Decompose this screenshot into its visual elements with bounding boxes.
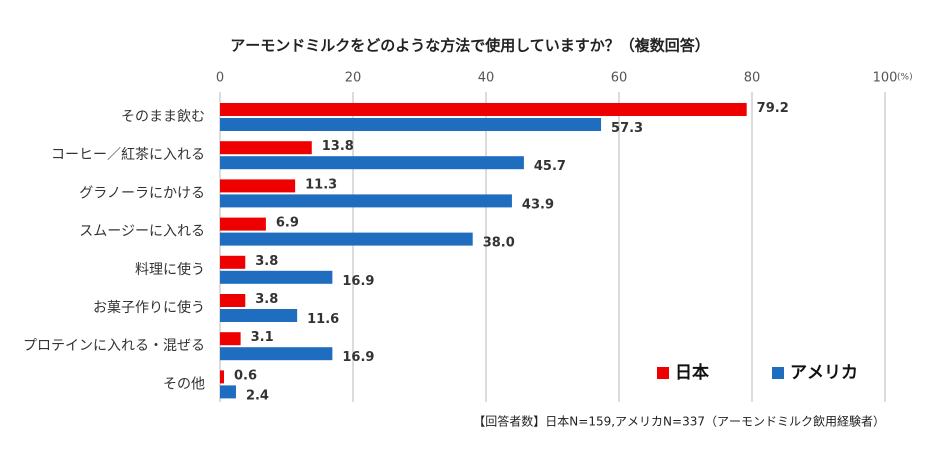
legend-swatch (772, 367, 784, 379)
bar (220, 141, 312, 155)
x-tick-label: 40 (478, 71, 495, 86)
bar (220, 309, 298, 322)
y-tick-label: コーヒー／紅茶に入れる (51, 147, 205, 163)
y-tick-label: グラノーラにかける (79, 185, 205, 201)
y-tick-label: スムージーに入れる (79, 224, 205, 240)
value-label: 79.2 (757, 101, 789, 116)
value-label: 43.9 (522, 197, 554, 212)
value-label: 13.8 (322, 139, 354, 154)
legend-label: アメリカ (790, 363, 858, 383)
bar (220, 232, 473, 246)
value-label: 38.0 (483, 236, 515, 251)
legend-label: 日本 (675, 362, 709, 383)
y-tick-label: そのまま飲む (121, 109, 205, 125)
x-unit: (%) (897, 73, 913, 83)
value-label: 6.9 (276, 216, 299, 231)
bar (220, 294, 246, 307)
x-tick-label: 20 (345, 71, 362, 86)
bar (220, 217, 266, 231)
value-label: 11.6 (307, 312, 339, 327)
value-label: 3.8 (255, 254, 278, 269)
y-tick-label: その他 (163, 376, 205, 392)
legend-swatch (657, 367, 669, 379)
value-label: 16.9 (342, 274, 374, 289)
bar (220, 194, 512, 208)
bar (220, 179, 296, 193)
bar (220, 255, 246, 269)
bar (220, 103, 747, 116)
value-label: 0.6 (234, 368, 257, 383)
bar (220, 385, 236, 399)
y-tick-label: 料理に使う (135, 261, 205, 278)
x-tick-label: 0 (216, 71, 224, 86)
bar (220, 118, 602, 131)
value-label: 57.3 (611, 121, 643, 136)
x-tick-label: 80 (744, 71, 761, 86)
chart-title: アーモンドミルクをどのような方法で使用していますか？（複数回答） (230, 37, 710, 55)
value-label: 45.7 (534, 159, 566, 174)
y-tick-label: プロテインに入れる・混ぜる (23, 338, 205, 354)
bar (220, 347, 333, 361)
footnote: 【回答者数】日本N=159,アメリカN=337（アーモンドミルク飲用経験者） (473, 414, 885, 429)
bar (220, 270, 333, 284)
x-tick-label: 60 (611, 71, 628, 86)
bar (220, 370, 224, 384)
x-tick-label: 100 (873, 71, 898, 86)
value-label: 2.4 (246, 388, 269, 403)
value-label: 3.8 (255, 292, 278, 307)
bar (220, 332, 241, 346)
bar (220, 156, 524, 170)
value-label: 16.9 (342, 350, 374, 365)
y-tick-label: お菓子作りに使う (93, 299, 205, 316)
value-label: 11.3 (305, 177, 337, 192)
value-label: 3.1 (251, 330, 274, 345)
